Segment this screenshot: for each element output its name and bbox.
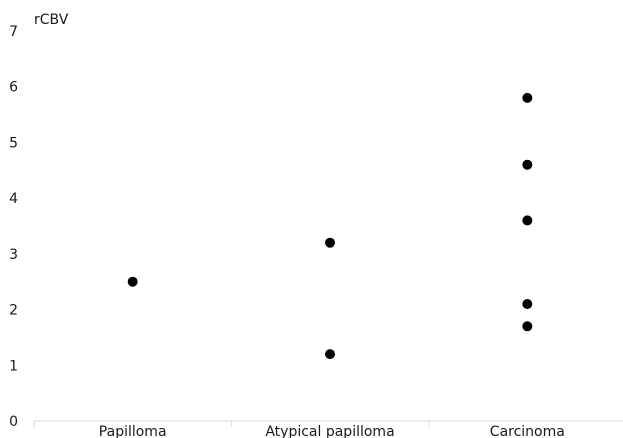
y-tick-label: 6 <box>9 80 18 96</box>
x-tick-label: Papilloma <box>99 424 167 438</box>
data-point <box>522 215 533 226</box>
data-point <box>325 349 335 360</box>
data-point <box>522 159 533 170</box>
x-axis-ticks <box>33 421 430 427</box>
y-tick-label: 4 <box>9 191 18 207</box>
y-axis-ticks: 0 1 2 3 4 5 6 7 <box>9 24 18 430</box>
y-tick-label: 2 <box>9 303 18 319</box>
y-tick-label: 1 <box>9 358 18 374</box>
y-tick-label: 7 <box>9 24 18 40</box>
data-point <box>522 92 533 103</box>
data-points <box>127 92 533 360</box>
x-tick-label: Atypical papilloma <box>265 424 394 438</box>
data-point <box>522 299 533 309</box>
x-tick-label: Carcinoma <box>490 424 565 438</box>
y-tick-label: 0 <box>9 414 18 430</box>
y-tick-label: 3 <box>9 247 18 263</box>
data-point <box>325 237 335 248</box>
y-tick-label: 5 <box>9 135 18 151</box>
x-axis-labels: Papilloma Atypical papilloma Carcinoma <box>99 424 565 438</box>
y-axis-label: rCBV <box>34 12 69 28</box>
data-point <box>127 276 138 287</box>
data-point <box>522 321 533 332</box>
